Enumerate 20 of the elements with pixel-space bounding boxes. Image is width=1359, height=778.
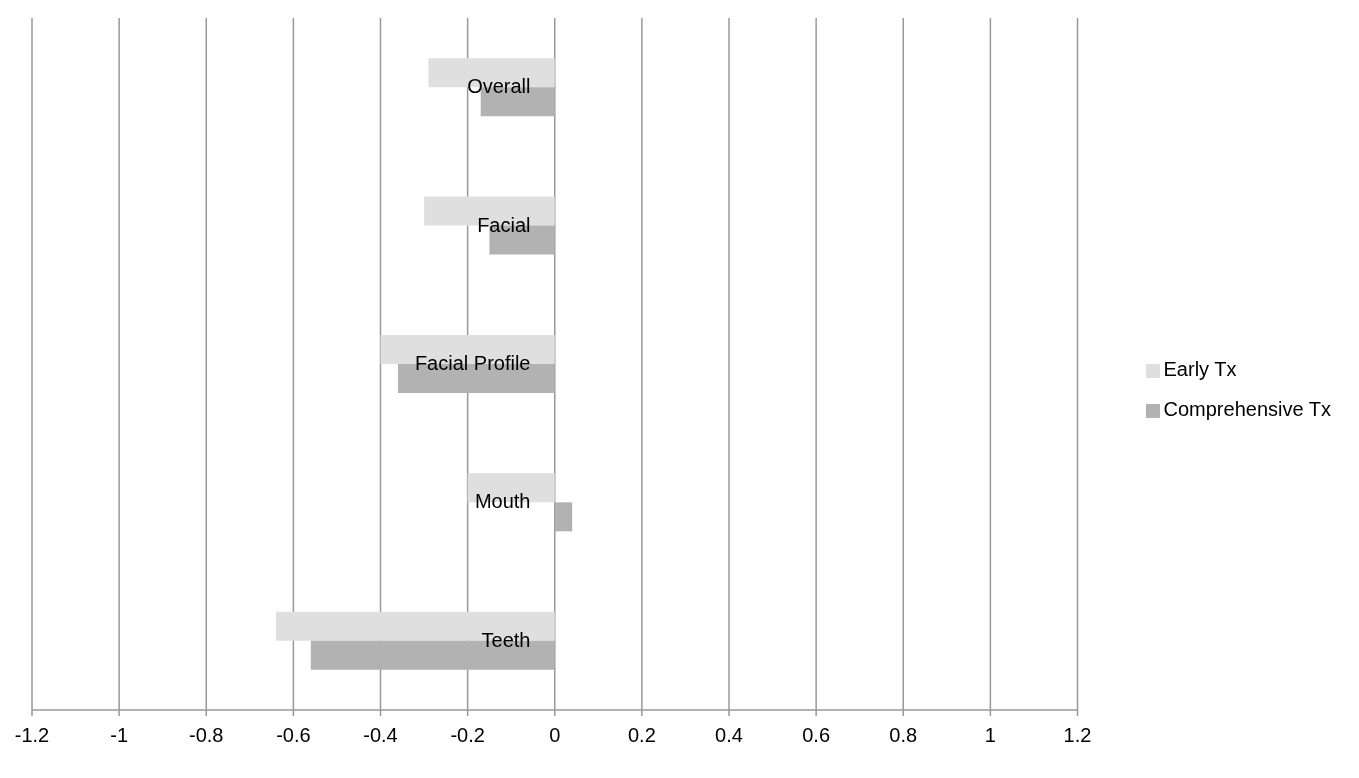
x-tick-label: -1 (110, 724, 129, 747)
x-tick-label: -0.8 (189, 724, 224, 747)
y-tick-label: Overall (467, 75, 531, 98)
x-tick-label: 0.8 (889, 724, 918, 747)
y-tick-label: Facial (477, 213, 531, 236)
legend-label: Comprehensive Tx (1163, 398, 1331, 420)
y-tick-label: Facial Profile (414, 352, 531, 374)
x-tick-label: -1.2 (14, 724, 50, 747)
x-tick-label: 0.2 (627, 724, 656, 747)
x-tick-label: -0.2 (450, 724, 485, 747)
x-tick-label: -0.6 (276, 724, 311, 747)
x-tick-label: -0.4 (363, 724, 398, 747)
x-tick-label: 0 (549, 724, 561, 747)
y-tick-label: Mouth (474, 490, 531, 513)
x-tick-label: 0.4 (715, 724, 743, 747)
x-tick-label: 1 (984, 724, 996, 747)
x-tick-label: 0.6 (802, 724, 831, 747)
legend-label: Early Tx (1163, 358, 1237, 380)
x-tick-label: 1.2 (1063, 724, 1092, 747)
y-tick-label: Teeth (481, 628, 531, 651)
